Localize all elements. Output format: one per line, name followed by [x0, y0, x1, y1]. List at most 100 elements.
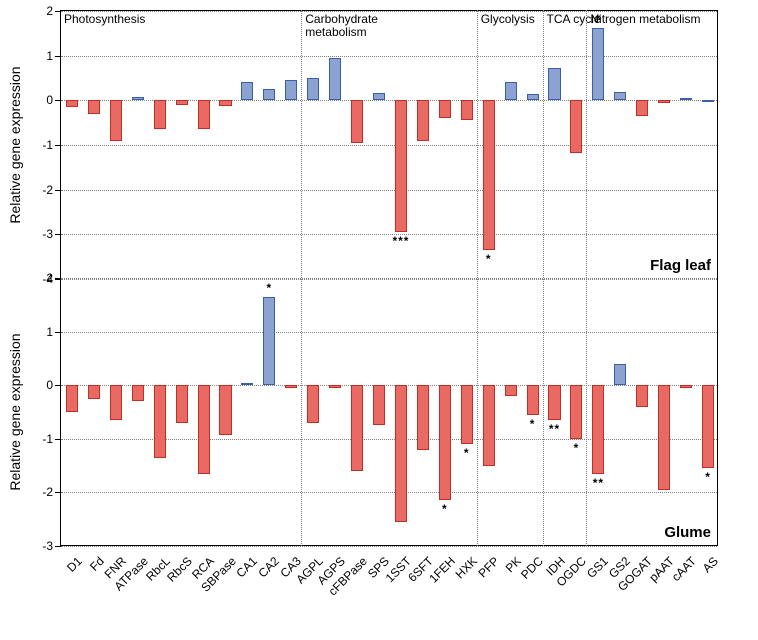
bar	[570, 100, 582, 153]
xtick-label: D1	[64, 554, 85, 575]
xtick-label: PFP	[475, 554, 501, 580]
significance-marker: *	[530, 417, 536, 431]
ytick-label: 0	[46, 93, 53, 107]
bar	[329, 58, 341, 100]
plot-area: -4-3-2-1012Relative gene expression*****…	[60, 0, 718, 640]
bar	[176, 100, 188, 104]
bar	[680, 98, 692, 100]
group-separator	[477, 10, 478, 546]
bar	[658, 100, 670, 103]
ytick	[55, 234, 61, 235]
gridline-h	[61, 546, 717, 547]
bar	[395, 100, 407, 232]
panel-glume: -3-2-1012Relative gene expression*******…	[60, 278, 718, 546]
bar	[592, 28, 604, 100]
y-axis-label: Relative gene expression	[7, 333, 23, 490]
bar	[307, 385, 319, 423]
ytick	[55, 190, 61, 191]
bar	[702, 385, 714, 468]
xtick-label: AS	[700, 554, 721, 575]
ytick-label: 2	[46, 271, 53, 285]
group-label: Photosynthesis	[64, 13, 145, 26]
ytick-label: -1	[42, 138, 53, 152]
bar	[505, 385, 517, 396]
gridline-h	[61, 145, 717, 146]
bar	[88, 100, 100, 113]
bar	[548, 68, 560, 100]
bar	[132, 97, 144, 101]
bar	[329, 385, 341, 388]
bar	[263, 297, 275, 385]
ytick-label: -1	[42, 432, 53, 446]
y-axis-label: Relative gene expression	[7, 66, 23, 223]
panel-flag-leaf: -4-3-2-1012Relative gene expression*****…	[60, 10, 718, 278]
bar	[176, 385, 188, 423]
figure: -4-3-2-1012Relative gene expression*****…	[0, 0, 758, 640]
ytick	[55, 56, 61, 57]
bar	[307, 78, 319, 100]
panel-title: Flag leaf	[650, 257, 711, 274]
bar	[614, 92, 626, 100]
bar	[417, 385, 429, 449]
bar	[439, 100, 451, 118]
ytick-label: 1	[46, 325, 53, 339]
ytick-label: -3	[42, 227, 53, 241]
bar	[439, 385, 451, 500]
panel-title: Glume	[664, 524, 711, 541]
bar	[636, 385, 648, 406]
gridline-h	[61, 234, 717, 235]
gridline-h	[61, 492, 717, 493]
significance-marker: *	[464, 446, 470, 460]
bar	[570, 385, 582, 439]
bar	[373, 385, 385, 425]
bar	[132, 385, 144, 401]
ytick	[55, 492, 61, 493]
gridline-h	[61, 56, 717, 57]
bar	[702, 100, 714, 102]
gridline-h	[61, 190, 717, 191]
significance-marker: **	[593, 476, 604, 490]
bar	[88, 385, 100, 398]
bar	[285, 385, 297, 388]
bar	[527, 385, 539, 414]
bar	[680, 385, 692, 388]
bar	[461, 385, 473, 444]
group-label: Nitrogen metabolism	[590, 13, 700, 26]
significance-marker: *	[486, 252, 492, 266]
bar	[395, 385, 407, 522]
group-separator	[586, 10, 587, 546]
ytick	[55, 11, 61, 12]
bar	[527, 94, 539, 100]
bar	[285, 80, 297, 100]
ytick-label: -3	[42, 539, 53, 553]
gridline-h	[61, 332, 717, 333]
bar	[154, 385, 166, 457]
bar	[592, 385, 604, 473]
bar	[219, 100, 231, 105]
significance-marker: *	[442, 502, 448, 516]
xtick-label: PDC	[518, 554, 546, 582]
xtick-label: cAAT	[669, 554, 699, 584]
bar	[614, 364, 626, 385]
bar	[636, 100, 648, 116]
significance-marker: *	[267, 281, 273, 295]
ytick	[55, 145, 61, 146]
group-label: Glycolysis	[481, 13, 535, 26]
bar	[263, 89, 275, 100]
bar	[110, 100, 122, 140]
xtick-label: CA1	[234, 554, 260, 580]
ytick	[55, 278, 61, 279]
bar	[417, 100, 429, 140]
bar	[219, 385, 231, 435]
bar	[66, 385, 78, 412]
bar	[505, 82, 517, 101]
ytick	[55, 439, 61, 440]
bar	[548, 385, 560, 420]
ytick-label: 2	[46, 4, 53, 18]
ytick	[55, 546, 61, 547]
group-separator	[301, 10, 302, 546]
group-label: Carbohydrate metabolism	[305, 13, 378, 39]
significance-marker: ***	[392, 234, 409, 248]
bar	[241, 383, 253, 386]
bar	[351, 100, 363, 142]
